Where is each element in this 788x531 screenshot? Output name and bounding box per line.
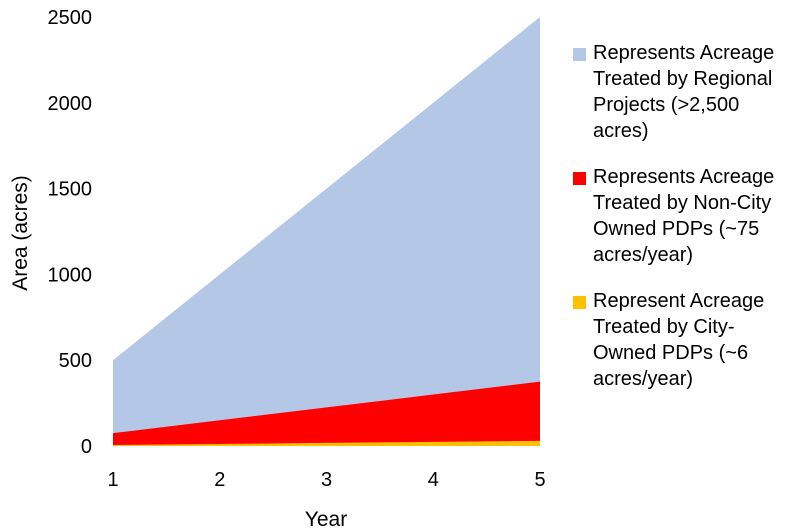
x-tick-label: 3 (321, 469, 332, 491)
x-axis-title: Year (305, 508, 347, 531)
legend-label: Represent Acreage Treated by City-Owned … (593, 290, 765, 390)
x-axis-ticks: 1 2 3 4 5 (107, 469, 545, 491)
area-series-2 (113, 17, 540, 446)
legend-swatch (573, 296, 586, 309)
x-tick-label: 1 (107, 469, 118, 491)
legend-swatch (573, 48, 586, 61)
plot-areas (113, 17, 540, 446)
y-tick-label: 1500 (48, 179, 93, 201)
legend-swatch (573, 172, 586, 185)
area-series-1 (113, 381, 540, 446)
legend-item-city-pdps: Represent Acreage Treated by City-Owned … (573, 288, 785, 392)
x-tick-label: 4 (428, 469, 439, 491)
y-tick-label: 2500 (48, 7, 93, 29)
legend-item-regional: Represents Acreage Treated by Regional P… (573, 40, 785, 144)
y-tick-label: 500 (59, 350, 92, 372)
legend-item-non-city-pdps: Represents Acreage Treated by Non-City O… (573, 164, 785, 268)
y-axis-ticks: 0 500 1000 1500 2000 2500 (48, 7, 93, 458)
y-tick-label: 0 (81, 436, 92, 458)
y-tick-label: 2000 (48, 93, 93, 115)
area-series-0 (113, 440, 540, 446)
legend-label: Represents Acreage Treated by Regional P… (593, 42, 775, 142)
y-tick-label: 1000 (48, 264, 93, 286)
legend-label: Represents Acreage Treated by Non-City O… (593, 166, 775, 266)
y-axis-title: Area (acres) (9, 175, 32, 291)
x-tick-label: 2 (214, 469, 225, 491)
legend: Represents Acreage Treated by Regional P… (573, 40, 785, 412)
x-tick-label: 5 (534, 469, 545, 491)
